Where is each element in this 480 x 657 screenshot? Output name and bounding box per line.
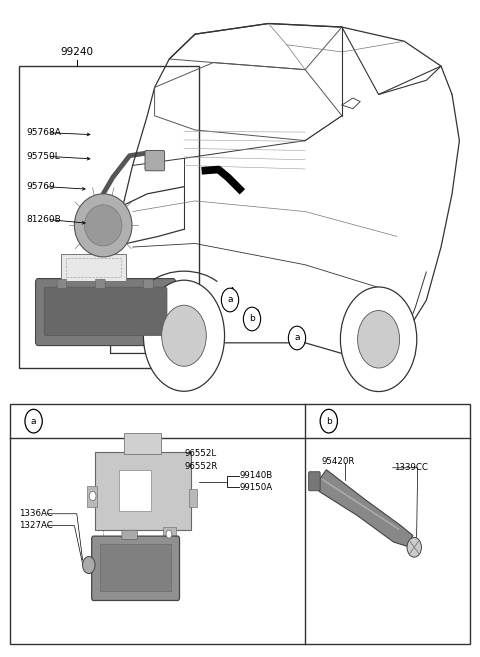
FancyBboxPatch shape: [92, 536, 180, 600]
Text: 95420R: 95420R: [322, 457, 355, 466]
FancyBboxPatch shape: [66, 258, 121, 277]
Text: 81260B: 81260B: [26, 215, 61, 224]
Text: 95769: 95769: [26, 182, 55, 191]
FancyBboxPatch shape: [57, 279, 67, 288]
Circle shape: [144, 280, 225, 392]
Bar: [10, 404, 470, 644]
Text: a: a: [227, 296, 233, 304]
Text: 99150A: 99150A: [240, 483, 273, 492]
FancyBboxPatch shape: [95, 452, 191, 530]
Circle shape: [358, 311, 400, 368]
Text: b: b: [326, 417, 332, 426]
Text: 1327AC: 1327AC: [19, 521, 53, 530]
Circle shape: [221, 288, 239, 312]
Circle shape: [83, 556, 95, 574]
Ellipse shape: [84, 205, 122, 246]
Circle shape: [89, 491, 96, 501]
Text: 99240: 99240: [60, 47, 93, 57]
Text: 1336AC: 1336AC: [19, 509, 53, 518]
Text: a: a: [294, 334, 300, 342]
FancyBboxPatch shape: [119, 470, 151, 511]
Circle shape: [320, 409, 337, 433]
Circle shape: [288, 326, 306, 350]
FancyBboxPatch shape: [122, 530, 137, 539]
Polygon shape: [317, 470, 413, 547]
Circle shape: [162, 306, 206, 366]
FancyBboxPatch shape: [36, 279, 176, 346]
Circle shape: [25, 409, 42, 433]
Text: 1339CC: 1339CC: [394, 463, 428, 472]
Ellipse shape: [74, 194, 132, 257]
Text: 99140B: 99140B: [240, 471, 273, 480]
Text: 95768A: 95768A: [26, 128, 61, 137]
FancyBboxPatch shape: [189, 489, 197, 507]
Text: 95750L: 95750L: [26, 152, 60, 161]
Text: 96552R: 96552R: [185, 462, 218, 471]
FancyBboxPatch shape: [96, 279, 105, 288]
Circle shape: [243, 307, 261, 331]
FancyBboxPatch shape: [309, 472, 320, 491]
FancyBboxPatch shape: [124, 433, 161, 454]
FancyBboxPatch shape: [100, 544, 171, 591]
Circle shape: [166, 530, 172, 538]
FancyBboxPatch shape: [87, 486, 97, 507]
FancyBboxPatch shape: [44, 287, 167, 336]
Circle shape: [407, 537, 421, 557]
FancyBboxPatch shape: [61, 254, 126, 281]
Bar: [19, 66, 199, 368]
Text: b: b: [249, 315, 255, 323]
Text: 96552L: 96552L: [185, 449, 217, 458]
FancyBboxPatch shape: [144, 279, 153, 288]
Circle shape: [340, 287, 417, 392]
FancyBboxPatch shape: [163, 527, 176, 541]
Text: a: a: [31, 417, 36, 426]
FancyBboxPatch shape: [145, 150, 165, 171]
